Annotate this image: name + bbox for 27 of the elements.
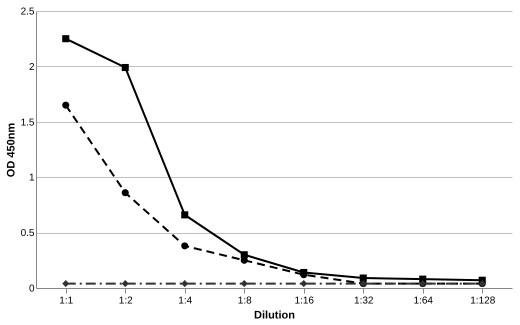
x-tick-label: 1:16 [294, 296, 314, 306]
x-tick-label: 1:128 [470, 296, 496, 306]
x-tick-label: 1:8 [238, 296, 252, 306]
x-tick-label: 1:32 [354, 296, 374, 306]
point [122, 280, 129, 288]
point [300, 280, 308, 288]
x-tick-label: 1:1 [59, 296, 74, 306]
point [122, 64, 129, 72]
x-tick-label: 1:2 [118, 296, 134, 306]
point [181, 280, 188, 288]
y-tick-label: 2 [28, 62, 35, 73]
y-tick-label: 0 [28, 284, 35, 294]
point [62, 35, 70, 42]
point [240, 280, 248, 288]
point [181, 242, 188, 250]
point [122, 189, 129, 196]
y-tick-label: 2.5 [20, 6, 35, 18]
y-tick-label: 1 [28, 172, 35, 184]
x-tick-label: 1:64 [414, 296, 434, 306]
point [62, 280, 70, 288]
y-tick-label: 1.5 [20, 117, 35, 128]
point [181, 211, 188, 218]
x-axis-title: Dilution [254, 310, 296, 322]
y-tick-label: 0.5 [20, 228, 35, 240]
y-axis-title: OD 450nm [6, 122, 18, 178]
x-tick-label: 1:4 [178, 296, 193, 306]
point [62, 102, 70, 109]
